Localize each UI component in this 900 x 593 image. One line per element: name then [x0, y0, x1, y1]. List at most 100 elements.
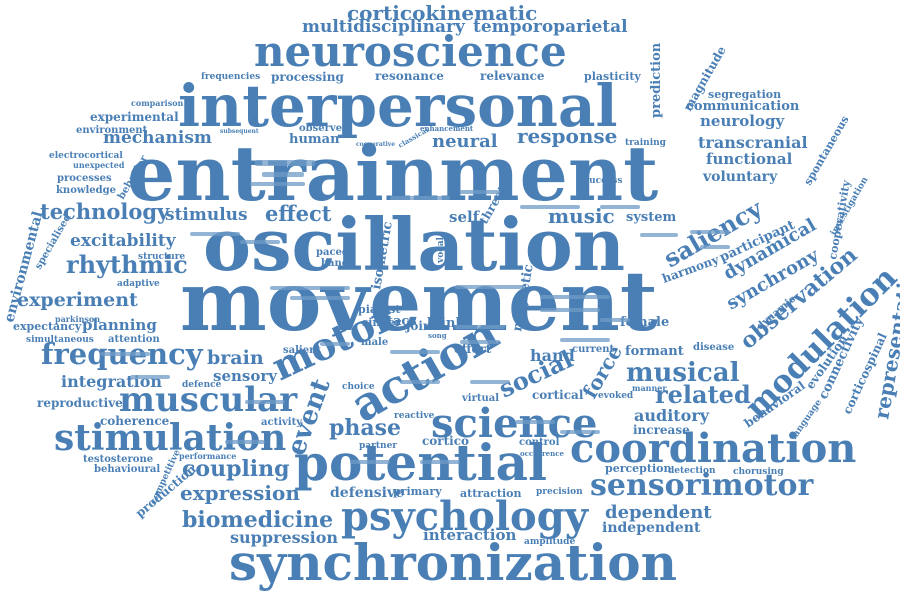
word-occurrence: occurrence — [520, 449, 564, 458]
word-male: male — [361, 337, 388, 348]
word-synchronization: synchronization — [229, 533, 677, 592]
word-prediction: prediction — [649, 42, 664, 118]
word-salient: salient — [283, 345, 321, 356]
word-pianist: pianist — [358, 303, 401, 316]
word-partner: partner — [359, 441, 397, 451]
word-success: success — [584, 176, 622, 186]
word-communication: communication — [686, 99, 800, 114]
word-relevance: relevance — [480, 69, 545, 83]
word-technology: technology — [40, 199, 170, 224]
word-human: human — [289, 132, 340, 147]
word-plasticity: plasticity — [584, 70, 641, 83]
word-electrocortical: electrocortical — [49, 151, 123, 161]
word-movement: movement — [180, 254, 658, 350]
word-increase: increase — [633, 423, 690, 437]
word-spontaneous: spontaneous — [801, 113, 851, 187]
word-cortical: cortical — [532, 388, 584, 402]
word-training: training — [625, 138, 667, 148]
word-oscillation: oscillation — [203, 202, 625, 287]
word-auditory: auditory — [634, 406, 710, 425]
word-coherence: coherence — [100, 414, 170, 428]
word-self: self — [449, 208, 481, 226]
word-resonance: resonance — [375, 69, 444, 83]
word-defence: defence — [182, 380, 222, 390]
word-defensive: defensive — [330, 485, 404, 501]
word-processes: processes — [57, 173, 112, 184]
word-simultaneous: simultaneous — [26, 335, 94, 345]
word-adaptive: adaptive — [117, 279, 160, 289]
word-cortico: cortico — [422, 434, 469, 448]
word-tacs: tacs — [387, 314, 417, 329]
word-precision: precision — [536, 487, 583, 497]
word-cooperative: cooperative — [356, 141, 395, 148]
word-singer: singer — [362, 316, 401, 329]
word-reproductive: reproductive — [37, 396, 123, 410]
word-sensory: sensory — [213, 367, 278, 385]
word-joint: joint — [405, 319, 438, 333]
word-voluntary: voluntary — [702, 169, 778, 185]
word-behavioural: behavioural — [94, 464, 160, 475]
word-suppression: suppression — [230, 528, 338, 547]
word-processing: processing — [271, 70, 344, 84]
word-response: response — [517, 124, 617, 148]
word-neural: neural — [432, 131, 498, 152]
word-temporoparietal: temporoparietal — [473, 17, 628, 37]
word-planning: planning — [82, 316, 157, 334]
word-environment: environment — [76, 125, 148, 136]
word-excitability: excitability — [70, 231, 177, 251]
word-multidisciplinary: multidisciplinary — [302, 17, 466, 37]
word-choice: choice — [342, 382, 375, 392]
word-female: female — [620, 315, 669, 330]
word-expression: expression — [180, 481, 300, 505]
word-segregation: segregation — [708, 88, 781, 101]
word-perception: perception — [605, 462, 671, 475]
word-interaction: interaction — [423, 526, 516, 544]
word-unexpected: unexpected — [73, 160, 125, 170]
word-current: current — [572, 344, 615, 355]
word-enhancement: enhancement — [420, 124, 474, 133]
word-subsequent: subsequent — [220, 128, 259, 135]
word-knowledge: knowledge — [56, 185, 116, 196]
word-testosterone: testosterone — [83, 454, 153, 465]
word-coupling: coupling — [182, 456, 290, 482]
word-neurology: neurology — [700, 112, 785, 130]
word-dependent: dependent — [605, 502, 712, 523]
word-band: band — [321, 258, 349, 269]
word-independent: independent — [602, 520, 701, 536]
word-evoked: evoked — [598, 391, 634, 401]
word-disease: disease — [693, 342, 734, 353]
word-rhythmic: rhythmic — [66, 250, 188, 279]
word-system: system — [626, 210, 676, 225]
word-related: related — [655, 380, 751, 409]
word-detection: detection — [668, 466, 716, 476]
word-attention: attention — [108, 334, 160, 345]
word-effect: effect — [265, 201, 332, 226]
word-activity: activity — [261, 417, 303, 428]
word-stimulation: stimulation — [54, 417, 286, 459]
word-neuroscience: neuroscience — [254, 27, 567, 76]
word-frequencies: frequencies — [201, 72, 260, 82]
word-comparison: comparison — [131, 98, 184, 108]
word-sensorimotor: sensorimotor — [590, 468, 815, 503]
word-coordination: coordination — [570, 425, 856, 472]
word-hand: hand — [530, 346, 575, 365]
word-primary: primary — [393, 485, 442, 498]
word-experiment: experiment — [17, 289, 138, 311]
word-entrainment: entrainment — [127, 129, 658, 218]
word-brain: brain — [207, 347, 264, 369]
word-science: science — [431, 400, 597, 447]
word-attraction: attraction — [460, 487, 522, 500]
word-effort: effort — [454, 342, 492, 356]
word-interpersonal: interpersonal — [178, 72, 618, 140]
word-vocal: vocal — [436, 236, 446, 264]
word-functional: functional — [706, 150, 793, 168]
word-mechanism: mechanism — [103, 128, 212, 148]
word-corticokinematic: corticokinematic — [347, 1, 537, 25]
word-paced: paced — [316, 247, 349, 258]
word-manner: manner — [632, 383, 667, 393]
word-structure: structure — [138, 252, 185, 262]
word-reactive: reactive — [394, 411, 435, 421]
